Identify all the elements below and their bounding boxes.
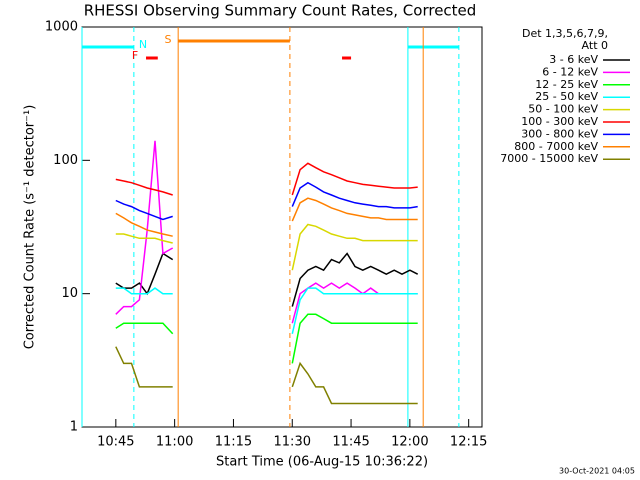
y-tick-label: 1 xyxy=(70,420,78,435)
series-line xyxy=(291,197,418,222)
legend-label: 300 - 800 keV xyxy=(521,127,598,140)
event-label: F xyxy=(132,49,138,62)
y-tick-label: 10 xyxy=(61,286,78,301)
series-line xyxy=(291,313,418,364)
x-tick-label: 12:00 xyxy=(391,435,428,450)
chart-title: RHESSI Observing Summary Count Rates, Co… xyxy=(84,2,477,20)
series-line xyxy=(115,140,174,315)
series-line xyxy=(291,162,418,196)
x-tick-label: 11:15 xyxy=(215,435,252,450)
series-line xyxy=(291,287,418,334)
x-tick-label: 11:45 xyxy=(332,435,369,450)
legend-label: 100 - 300 keV xyxy=(521,115,598,128)
x-tick-label: 12:15 xyxy=(450,435,487,450)
series-line xyxy=(291,181,418,209)
series-line xyxy=(115,178,173,196)
legend-label: 6 - 12 keV xyxy=(542,65,598,78)
series-line xyxy=(115,322,174,335)
x-axis-label: Start Time (06-Aug-15 10:36:22) xyxy=(216,455,428,470)
event-label: S xyxy=(165,33,172,46)
series-line xyxy=(291,252,419,307)
legend-label: 7000 - 15000 keV xyxy=(500,152,598,165)
legend-label: 3 - 6 keV xyxy=(549,53,598,66)
legend-label: 25 - 50 keV xyxy=(535,90,598,103)
series-line xyxy=(115,346,173,388)
series-line xyxy=(115,212,173,237)
series-line xyxy=(115,199,173,221)
x-tick-label: 11:30 xyxy=(274,435,311,450)
x-tick-label: 11:00 xyxy=(156,435,193,450)
x-tick-label: 10:45 xyxy=(97,435,134,450)
legend-title: Att 0 xyxy=(582,39,608,52)
series-line xyxy=(291,361,418,405)
legend-label: 800 - 7000 keV xyxy=(514,140,598,153)
series-line xyxy=(115,233,173,244)
legend-label: 12 - 25 keV xyxy=(535,78,598,91)
y-axis-label: Corrected Count Rate (s⁻¹ detector⁻¹) xyxy=(23,105,38,350)
y-tick-label: 1000 xyxy=(45,20,78,35)
legend-label: 50 - 100 keV xyxy=(528,103,598,116)
series-line xyxy=(115,287,173,295)
footer: 30-Oct-2021 04:05 xyxy=(559,467,635,476)
legend-title: Det 1,3,5,6,7,9, xyxy=(522,27,608,40)
series-line xyxy=(291,223,418,271)
event-label: N xyxy=(139,38,147,51)
series-line xyxy=(291,282,418,324)
y-tick-label: 100 xyxy=(53,153,78,168)
series-line xyxy=(115,252,174,296)
